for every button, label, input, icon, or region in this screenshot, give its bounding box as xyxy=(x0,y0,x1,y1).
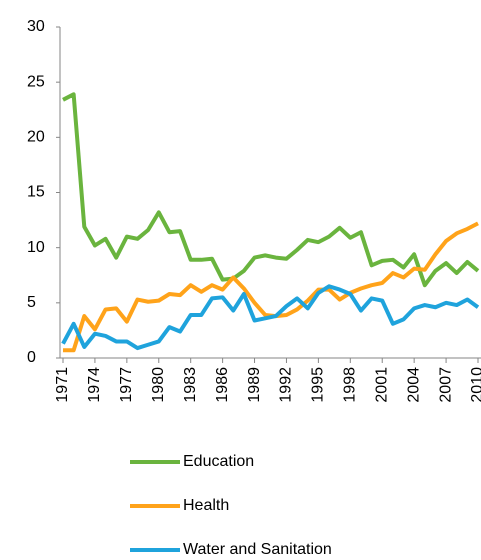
x-tick-label: 1977 xyxy=(118,367,135,403)
y-tick-label: 0 xyxy=(27,349,36,366)
x-tick-label: 1998 xyxy=(342,367,359,403)
y-tick-label: 25 xyxy=(27,73,45,90)
x-tick-label: 1980 xyxy=(150,367,167,403)
x-tick-label: 2007 xyxy=(437,367,454,403)
legend-label: Education xyxy=(183,453,254,470)
y-tick-label: 30 xyxy=(27,18,45,35)
x-tick-label: 1986 xyxy=(214,367,231,403)
x-tick-label: 1974 xyxy=(86,367,103,403)
legend-label: Water and Sanitation xyxy=(183,541,332,558)
x-tick-label: 1995 xyxy=(310,367,327,403)
series-line xyxy=(61,284,480,351)
y-tick-label: 15 xyxy=(27,184,45,201)
series-line xyxy=(62,92,480,288)
x-tick-label: 1983 xyxy=(182,367,199,403)
x-tick-label: 2001 xyxy=(373,367,390,403)
y-tick-label: 20 xyxy=(27,129,45,146)
y-tick-label: 10 xyxy=(27,239,45,256)
x-tick-label: 2004 xyxy=(405,367,422,403)
x-tick-label: 2010 xyxy=(469,367,481,403)
legend-label: Health xyxy=(183,497,229,514)
x-tick-label: 1971 xyxy=(54,367,71,403)
y-tick-label: 5 xyxy=(27,294,36,311)
x-tick-label: 1989 xyxy=(246,367,263,403)
x-tick-label: 1992 xyxy=(278,367,295,403)
